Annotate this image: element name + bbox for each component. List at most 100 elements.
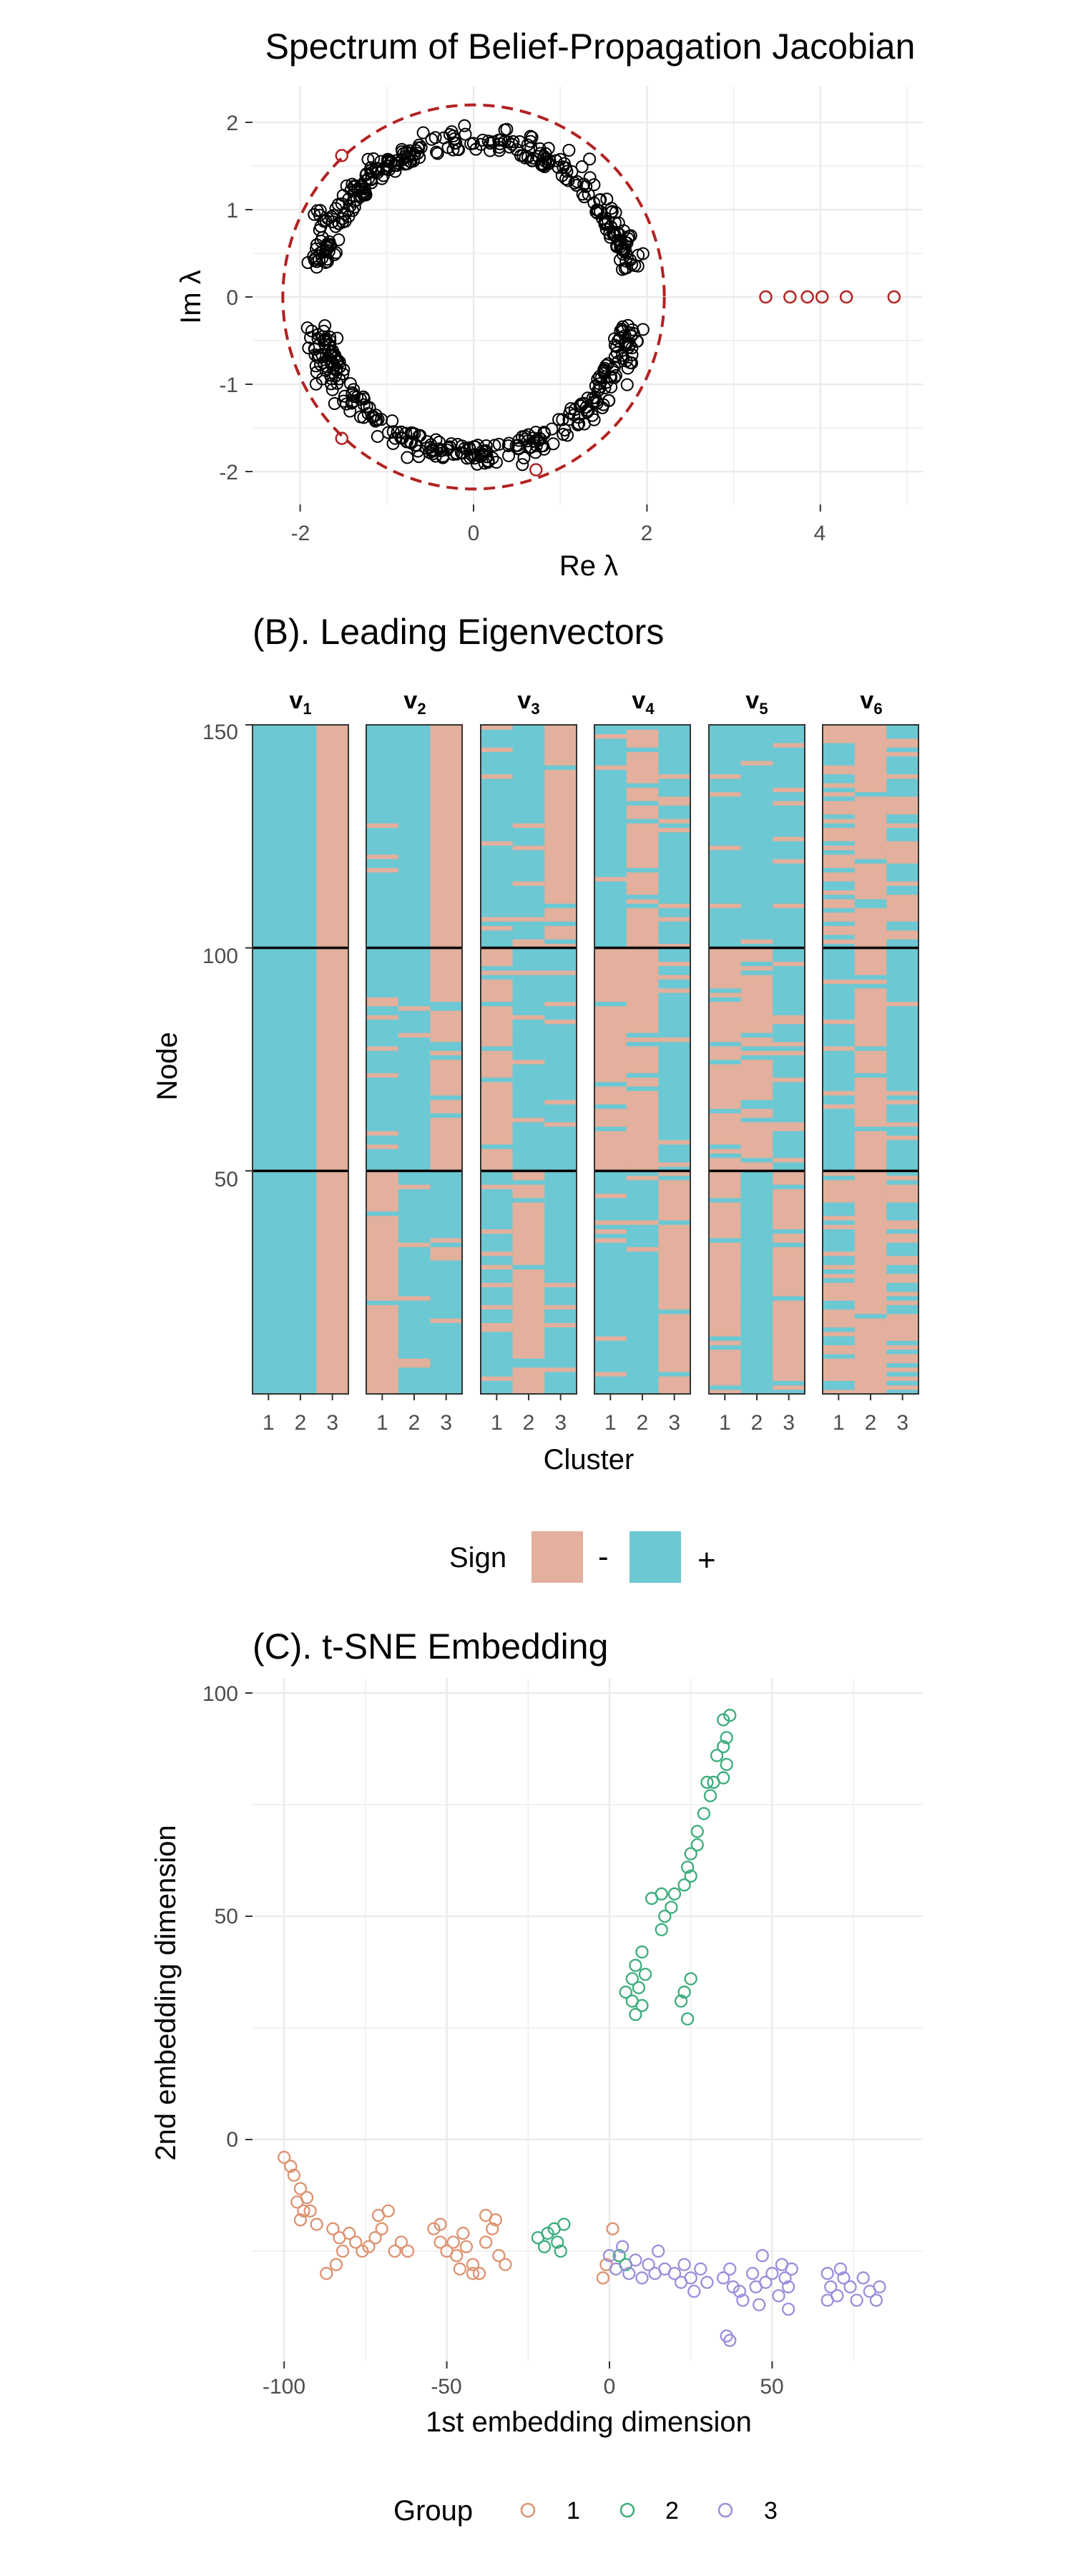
heatmap-cell	[709, 1367, 742, 1372]
heatmap-cell	[284, 876, 317, 882]
heatmap-cell	[316, 774, 349, 779]
heatmap-cell	[854, 1353, 887, 1359]
heatmap-cell	[544, 1139, 577, 1145]
panel-a-plot-area	[245, 86, 923, 512]
heatmap-cell	[398, 1019, 431, 1025]
heatmap-cell	[594, 965, 627, 971]
heatmap-cell	[253, 1335, 285, 1341]
heatmap-cell	[430, 1077, 463, 1083]
heatmap-cell	[658, 1045, 691, 1051]
heatmap-cell	[854, 1349, 887, 1355]
heatmap-cell	[823, 809, 856, 815]
heatmap-cell	[854, 1335, 887, 1341]
eigenvalue-point	[481, 135, 495, 148]
heatmap-cell	[594, 841, 627, 846]
heatmap-cell	[740, 1161, 773, 1167]
heatmap-cell	[366, 1193, 399, 1199]
heatmap-cell	[430, 921, 463, 927]
heatmap-cell	[544, 1189, 577, 1194]
heatmap-cell	[430, 1171, 463, 1176]
heatmap-cell	[366, 1135, 399, 1141]
heatmap-cell	[626, 1340, 659, 1346]
heatmap-cell	[430, 983, 463, 989]
heatmap-cell	[481, 1358, 514, 1363]
heatmap-cell	[709, 751, 742, 757]
heatmap-cell	[481, 952, 514, 957]
heatmap-cell	[284, 1353, 317, 1359]
heatmap-cell	[512, 1055, 545, 1060]
heatmap-cell	[253, 1063, 285, 1069]
heatmap-cell	[430, 1139, 463, 1145]
heatmap-cell	[512, 1028, 545, 1033]
heatmap-cell	[773, 1001, 805, 1007]
heatmap-cell	[854, 1282, 887, 1287]
heatmap-cell	[773, 917, 805, 922]
heatmap-cell	[886, 1131, 919, 1136]
heatmap-cell	[284, 1148, 317, 1153]
heatmap-cell	[366, 742, 399, 748]
heatmap-cell	[594, 729, 627, 735]
heatmap-cell	[512, 783, 545, 788]
heatmap-cell	[740, 1005, 773, 1011]
heatmap-cell	[481, 1246, 514, 1252]
heatmap-cell	[512, 930, 545, 935]
eigenvalue-point	[323, 334, 337, 348]
heatmap-cell	[512, 729, 545, 735]
heatmap-cell	[284, 1389, 317, 1395]
group-3-point	[869, 2293, 883, 2307]
heatmap-cell	[512, 1077, 545, 1083]
heatmap-cell	[886, 1340, 919, 1346]
heatmap-cell	[366, 1041, 399, 1047]
heatmap-cell	[740, 859, 773, 864]
heatmap-cell	[512, 1161, 545, 1167]
heatmap-cell	[886, 867, 919, 873]
eigenvalue-point	[471, 439, 484, 452]
heatmap-cell	[253, 1041, 285, 1047]
heatmap-cell	[740, 1389, 773, 1395]
heatmap-cell	[658, 791, 691, 797]
heatmap-cell	[398, 965, 431, 971]
eigenvalue-point	[425, 132, 438, 146]
heatmap-cell	[512, 876, 545, 882]
heatmap-cell	[594, 1143, 627, 1149]
heatmap-cell	[481, 930, 514, 935]
heatmap-cell	[398, 831, 431, 837]
heatmap-cell	[740, 841, 773, 846]
heatmap-cell	[740, 1371, 773, 1377]
heatmap-cell	[544, 765, 577, 770]
heatmap-cell	[430, 725, 463, 730]
heatmap-cell	[398, 1304, 431, 1310]
heatmap-cell	[854, 957, 887, 962]
group-2-point	[645, 1891, 659, 1906]
heatmap-cell	[544, 1335, 577, 1341]
heatmap-cell	[594, 961, 627, 967]
heatmap-cell	[481, 1237, 514, 1243]
heatmap-cell	[253, 760, 285, 766]
heatmap-cell	[854, 1376, 887, 1381]
heatmap-cell	[544, 1055, 577, 1060]
heatmap-cell	[253, 939, 285, 945]
heatmap-cell	[886, 1331, 919, 1337]
heatmap-cell	[398, 1113, 431, 1118]
heatmap-cell	[544, 952, 577, 957]
heatmap-cell	[823, 1095, 856, 1101]
heatmap-cell	[740, 1085, 773, 1091]
group-3-point	[736, 2293, 750, 2307]
heatmap-cell	[740, 818, 773, 824]
heatmap-cell	[740, 725, 773, 730]
heatmap-cell	[709, 1033, 742, 1038]
heatmap-cell	[316, 1237, 349, 1243]
heatmap-cell	[316, 1091, 349, 1096]
heatmap-cell	[594, 1367, 627, 1372]
heatmap-cell	[316, 930, 349, 935]
heatmap-cell	[544, 1362, 577, 1368]
heatmap-cell	[316, 975, 349, 980]
heatmap-cell	[253, 1045, 285, 1051]
heatmap-cell	[740, 1201, 773, 1207]
heatmap-cell	[253, 800, 285, 806]
heatmap-cell	[512, 997, 545, 1002]
panel-c-x-tick: -100	[263, 2375, 305, 2399]
heatmap-cell	[430, 783, 463, 788]
heatmap-cell	[823, 854, 856, 859]
heatmap-cell	[253, 1175, 285, 1181]
